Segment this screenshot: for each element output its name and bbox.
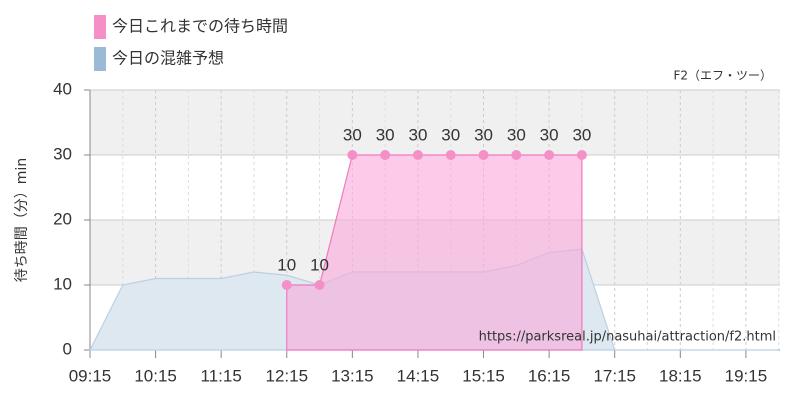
x-tick-label: 11:15: [201, 366, 242, 385]
marker: [347, 150, 358, 160]
marker: [412, 150, 423, 160]
x-tick-label: 10:15: [134, 366, 177, 385]
data-label: 30: [441, 125, 460, 144]
data-label: 30: [572, 125, 591, 144]
data-label: 30: [408, 125, 427, 144]
x-tick-label: 16:15: [528, 366, 571, 385]
area: [286, 154, 583, 351]
y-tick-label: 20: [53, 209, 72, 228]
marker: [314, 280, 325, 290]
x-tick-label: 12:15: [265, 366, 308, 385]
data-label: 10: [277, 255, 296, 274]
marker: [576, 150, 587, 160]
legend-label: 今日の混雑予想: [112, 49, 224, 68]
marker: [281, 280, 292, 290]
y-axis-label: 待ち時間（分）min: [14, 158, 30, 282]
x-tick-label: 09:15: [69, 366, 112, 385]
x-tick-label: 17:15: [593, 366, 636, 385]
marker: [511, 150, 522, 160]
data-label: 30: [474, 125, 493, 144]
marker: [544, 150, 555, 160]
x-tick-label: 13:15: [331, 366, 374, 385]
marker: [445, 150, 456, 160]
y-tick-label: 40: [53, 79, 72, 98]
data-label: 30: [376, 125, 395, 144]
grid-band: [90, 90, 780, 155]
marker: [380, 150, 391, 160]
marker: [478, 150, 489, 160]
legend-swatch: [94, 15, 106, 39]
data-label: 30: [343, 125, 362, 144]
x-tick-label: 15:15: [462, 366, 505, 385]
legend-swatch: [94, 47, 106, 71]
data-label: 30: [507, 125, 526, 144]
y-tick-label: 30: [53, 144, 72, 163]
y-tick-label: 0: [63, 339, 72, 358]
annotation: https://parksreal.jp/nasuhai/attraction/…: [479, 330, 776, 345]
x-tick-label: 14:15: [397, 366, 440, 385]
x-tick-label: 18:15: [659, 366, 702, 385]
x-tick-label: 19:15: [725, 366, 768, 385]
legend-label: 今日これまでの待ち時間: [112, 17, 288, 36]
data-label: 30: [540, 125, 559, 144]
subtitle: F2（エフ・ツー）: [673, 69, 772, 83]
data-label: 10: [310, 255, 329, 274]
y-tick-label: 10: [53, 274, 72, 293]
